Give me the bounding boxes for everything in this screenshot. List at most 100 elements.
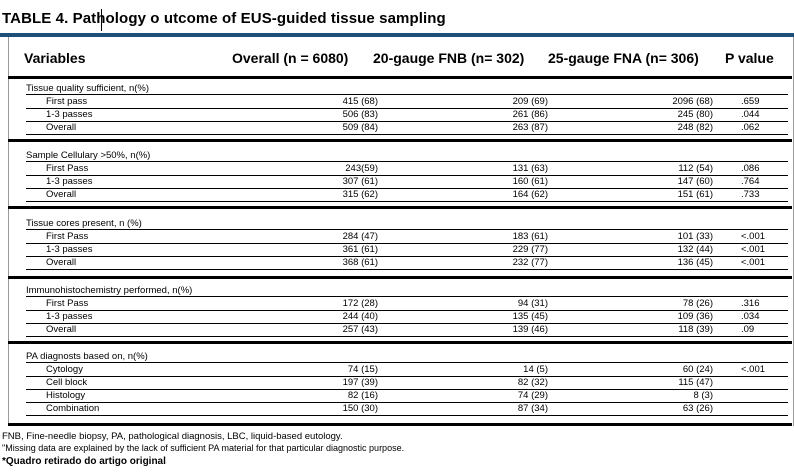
section-title-rule xyxy=(26,94,788,95)
row-label: Histology xyxy=(46,390,86,401)
table-row: Overall 509 (84) 263 (87) 248 (82) .062 xyxy=(26,122,788,135)
cell-25-gauge-fna: 115 (47) xyxy=(678,377,713,388)
cell-overall: 257 (43) xyxy=(342,324,378,335)
table-row: First Pass 284 (47) 183 (61) 101 (33) <.… xyxy=(26,231,788,244)
row-label: First Pass xyxy=(46,163,89,174)
cell-20-gauge-fnb: 131 (63) xyxy=(512,163,548,174)
cell-p-value: <.001 xyxy=(741,364,766,375)
cell-p-value: <.001 xyxy=(741,231,766,242)
row-label: First Pass xyxy=(46,231,89,242)
table-row: Cell block 197 (39) 82 (32) 115 (47) xyxy=(26,377,788,390)
table-row: 1-3 passes 361 (61) 229 (77) 132 (44) <.… xyxy=(26,244,788,257)
cell-25-gauge-fna: 112 (54) xyxy=(678,163,713,174)
section-title: PA diagnosts based on, n(%) xyxy=(26,351,148,362)
cell-overall: 172 (28) xyxy=(342,298,378,309)
section-title-rule xyxy=(26,161,788,162)
section-title: Tissue cores present, n (%) xyxy=(26,218,142,229)
row-label: 1-3 passes xyxy=(46,176,93,187)
table-title: TABLE 4. Pathology o utcome of EUS-guide… xyxy=(2,10,446,27)
cell-20-gauge-fnb: 94 (31) xyxy=(517,298,548,309)
cell-overall: 315 (62) xyxy=(342,189,378,200)
cell-overall: 307 (61) xyxy=(342,176,378,187)
cell-25-gauge-fna: 151 (61) xyxy=(677,189,713,200)
cell-20-gauge-fnb: 209 (69) xyxy=(512,96,548,107)
table-header: Variables Overall (n = 6080) 20-gauge FN… xyxy=(8,44,792,74)
cell-20-gauge-fnb: 74 (29) xyxy=(517,390,548,401)
cell-20-gauge-fnb: 82 (32) xyxy=(517,377,548,388)
cell-overall: 244 (40) xyxy=(342,311,378,322)
cell-25-gauge-fna: 136 (45) xyxy=(677,257,713,268)
row-label: Overall xyxy=(46,324,77,335)
cell-25-gauge-fna: 109 (36) xyxy=(677,311,713,322)
section-divider xyxy=(8,341,792,344)
cell-25-gauge-fna: 63 (26) xyxy=(682,403,713,414)
section-title-rule xyxy=(26,296,788,297)
cell-20-gauge-fnb: 14 (5) xyxy=(523,364,548,375)
source-note: *Quadro retirado do artigo original xyxy=(2,456,166,467)
cell-20-gauge-fnb: 229 (77) xyxy=(512,244,548,255)
section-divider xyxy=(8,276,792,279)
row-label: Combination xyxy=(46,403,100,414)
cell-p-value: <.001 xyxy=(741,244,766,255)
cell-overall: 506 (83) xyxy=(342,109,378,120)
row-label: Cytology xyxy=(46,364,83,375)
cell-overall: 509 (84) xyxy=(342,122,378,133)
row-label: 1-3 passes xyxy=(46,311,93,322)
cell-p-value: .062 xyxy=(741,122,760,133)
cell-25-gauge-fna: 248 (82) xyxy=(677,122,713,133)
table-row: Combination 150 (30) 87 (34) 63 (26) xyxy=(26,403,788,416)
cell-25-gauge-fna: 60 (24) xyxy=(682,364,713,375)
table-row: 1-3 passes 244 (40) 135 (45) 109 (36) .0… xyxy=(26,311,788,324)
cell-overall: 74 (15) xyxy=(347,364,378,375)
section-title-rule xyxy=(26,362,788,363)
table-row: First pass 415 (68) 209 (69) 2096 (68) .… xyxy=(26,96,788,109)
cell-25-gauge-fna: 147 (60) xyxy=(677,176,713,187)
table-row: Overall 257 (43) 139 (46) 118 (39) .09 xyxy=(26,324,788,337)
cell-overall: 243(59) xyxy=(345,163,378,174)
cell-20-gauge-fnb: 139 (46) xyxy=(512,324,548,335)
section-title: Tissue quality sufficient, n(%) xyxy=(26,83,150,94)
cell-25-gauge-fna: 2096 (68) xyxy=(672,96,713,107)
cell-p-value: .044 xyxy=(741,109,760,120)
table-row: Overall 315 (62) 164 (62) 151 (61) .733 xyxy=(26,189,788,202)
table-row: Overall 368 (61) 232 (77) 136 (45) <.001 xyxy=(26,257,788,270)
row-label: Overall xyxy=(46,122,77,133)
section-title: Sample Cellulary >50%, n(%) xyxy=(26,150,151,161)
table-row: First Pass 172 (28) 94 (31) 78 (26) .316 xyxy=(26,298,788,311)
section-divider xyxy=(8,139,792,142)
cell-25-gauge-fna: 118 (39) xyxy=(678,324,713,335)
cell-overall: 415 (68) xyxy=(342,96,378,107)
row-label: Cell block xyxy=(46,377,88,388)
row-label: First Pass xyxy=(46,298,89,309)
cell-20-gauge-fnb: 160 (61) xyxy=(512,176,548,187)
row-label: Overall xyxy=(46,189,77,200)
cell-p-value: <.001 xyxy=(741,257,766,268)
cell-overall: 82 (16) xyxy=(347,390,378,401)
row-label: 1-3 passes xyxy=(46,244,93,255)
cell-20-gauge-fnb: 183 (61) xyxy=(512,231,548,242)
section-title-rule xyxy=(26,229,788,230)
header-p-value: P value xyxy=(725,50,774,66)
cell-20-gauge-fnb: 263 (87) xyxy=(512,122,548,133)
cell-20-gauge-fnb: 232 (77) xyxy=(512,257,548,268)
section-divider xyxy=(8,423,792,426)
cell-20-gauge-fnb: 261 (86) xyxy=(512,109,548,120)
table-row: Cytology 74 (15) 14 (5) 60 (24) <.001 xyxy=(26,364,788,377)
cell-20-gauge-fnb: 164 (62) xyxy=(512,189,548,200)
row-label: First pass xyxy=(46,96,88,107)
row-label: Overall xyxy=(46,257,77,268)
cell-25-gauge-fna: 101 (33) xyxy=(677,231,713,242)
header-20-gauge-fnb: 20-gauge FNB (n= 302) xyxy=(373,50,525,66)
cell-p-value: .09 xyxy=(741,324,755,335)
cell-p-value: .659 xyxy=(741,96,760,107)
table-row: Histology 82 (16) 74 (29) 8 (3) xyxy=(26,390,788,403)
cell-20-gauge-fnb: 135 (45) xyxy=(512,311,548,322)
table-row: 1-3 passes 307 (61) 160 (61) 147 (60) .7… xyxy=(26,176,788,189)
section-title: Immunohistochemistry performed, n(%) xyxy=(26,285,193,296)
cell-p-value: .316 xyxy=(741,298,760,309)
title-divider xyxy=(0,33,794,37)
footnote-missing-data: "Missing data are explained by the lack … xyxy=(2,442,405,453)
cell-overall: 150 (30) xyxy=(342,403,378,414)
header-divider xyxy=(8,76,792,79)
table-row: 1-3 passes 506 (83) 261 (86) 245 (80) .0… xyxy=(26,109,788,122)
